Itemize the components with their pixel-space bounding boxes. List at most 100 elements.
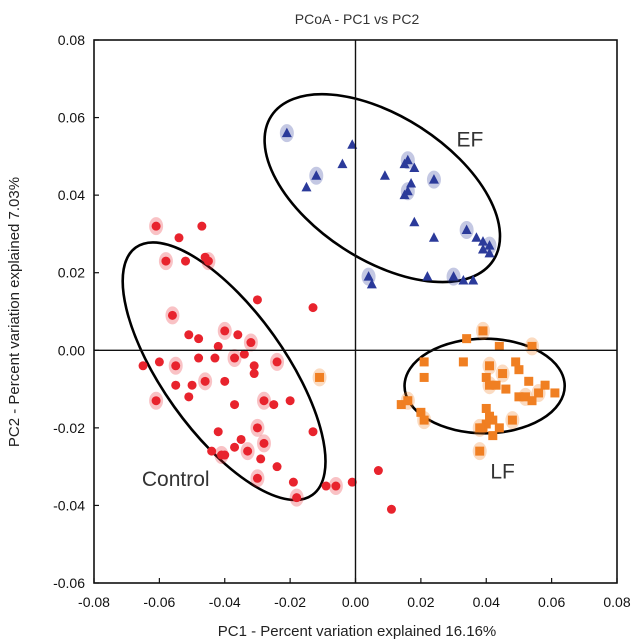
group-enclosures [121, 92, 566, 502]
ef-point [477, 236, 488, 246]
lf-point [520, 392, 530, 402]
control-point [213, 341, 223, 351]
group-label-control: Control [142, 468, 210, 491]
lf-point [403, 396, 413, 406]
ef-point [366, 278, 377, 289]
lf-point [514, 365, 524, 375]
y-tick-label: -0.02 [53, 420, 85, 436]
control-point [210, 353, 220, 363]
x-tick-label: 0.00 [342, 594, 369, 610]
control-point [194, 334, 204, 344]
x-tick-label: 0.08 [603, 594, 630, 610]
control-point [246, 338, 256, 348]
control-point [151, 396, 161, 406]
lf-point [540, 380, 550, 390]
data-points [138, 124, 560, 514]
ef-point [406, 178, 417, 188]
lf-point [494, 423, 504, 433]
x-tick-label: 0.02 [407, 594, 434, 610]
lf-point [494, 341, 504, 351]
control-point [171, 361, 181, 371]
lf-point [475, 423, 485, 433]
lf-point [488, 431, 498, 441]
lf-point [481, 403, 491, 413]
control-point [259, 396, 269, 406]
lf-point [485, 380, 495, 390]
lf-point [501, 384, 511, 394]
group-label-lf: LF [490, 460, 515, 483]
ef-point [409, 216, 420, 227]
axes: -0.08 -0.06 -0.04 -0.02 0.00 0.02 0.04 0.06 0.08… [53, 32, 631, 610]
ef-point [428, 174, 439, 184]
ef-point [471, 232, 482, 242]
lf-point [507, 415, 517, 425]
control-point [230, 353, 240, 363]
lf-point [488, 415, 498, 425]
y-tick-label: 0.00 [58, 342, 85, 358]
lf-point [315, 372, 325, 382]
control-point [269, 400, 279, 410]
y-tick-label: 0.02 [58, 265, 85, 281]
ef-point [448, 271, 459, 281]
control-point [230, 442, 240, 452]
ef-point [337, 158, 348, 169]
control-point [181, 256, 191, 266]
ef-point [311, 170, 322, 180]
control-point [272, 357, 282, 367]
lf-point [419, 415, 429, 425]
lf-point [511, 357, 521, 367]
lf-point [416, 407, 426, 417]
ef-point [484, 247, 495, 258]
control-point [272, 462, 282, 472]
enclosure-lf [403, 337, 566, 435]
ef-point [399, 189, 410, 200]
control-point [288, 477, 298, 487]
control-point [184, 330, 194, 340]
x-axis-title: PC1 - Percent variation explained 16.16% [218, 623, 497, 640]
control-point [230, 400, 240, 410]
control-point [171, 380, 181, 390]
lf-point [419, 372, 429, 382]
control-point [194, 353, 204, 363]
group-labels: EF LF Control [142, 129, 515, 491]
control-point [213, 427, 223, 437]
control-point [308, 303, 318, 313]
x-tick-label: 0.06 [538, 594, 565, 610]
ef-point [458, 274, 469, 285]
control-point [259, 438, 269, 448]
lf-point [458, 357, 468, 367]
control-point [252, 473, 262, 483]
lf-point [485, 361, 495, 371]
control-point [386, 504, 396, 514]
enclosure-control [121, 241, 327, 502]
ef-point [422, 271, 433, 281]
lf-point [491, 380, 501, 390]
control-point [220, 376, 230, 386]
control-point [256, 454, 266, 464]
lf-point [481, 372, 491, 382]
x-tick-label: -0.06 [143, 594, 175, 610]
control-point [252, 295, 262, 305]
control-point [154, 357, 164, 367]
x-tick-label: -0.08 [78, 594, 110, 610]
enclosure-ef [263, 92, 502, 284]
control-point [197, 221, 207, 231]
ef-point [379, 170, 390, 180]
lf-point [396, 400, 406, 410]
y-tick-label: -0.04 [53, 497, 85, 513]
control-point [187, 380, 197, 390]
lf-point [524, 376, 534, 386]
control-point [200, 376, 210, 386]
control-point [249, 369, 259, 379]
ef-point [461, 224, 472, 235]
group-label-ef: EF [456, 129, 483, 152]
control-point [285, 396, 295, 406]
control-point [167, 310, 177, 320]
lf-point [498, 369, 508, 379]
ef-point [477, 243, 488, 254]
control-point [292, 493, 302, 503]
control-point [236, 434, 246, 444]
control-point [220, 326, 230, 336]
chart-title: PCoA - PC1 vs PC2 [295, 11, 420, 27]
